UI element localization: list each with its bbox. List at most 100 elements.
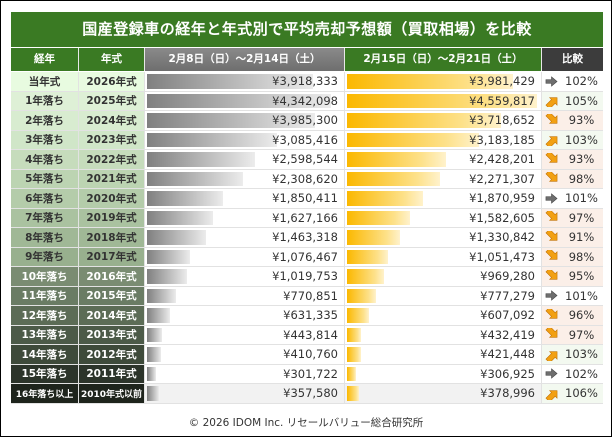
- year-cell: 2024年式: [79, 111, 145, 130]
- compare-cell: 102%: [542, 72, 603, 91]
- age-cell: 3年落ち: [11, 130, 79, 149]
- age-label: 13年落ち: [21, 329, 68, 342]
- table-row: 6年落ち 2020年式 ¥1,850,411 ¥1,870,959 101%: [11, 189, 603, 209]
- year-label: 2011年式: [86, 368, 137, 381]
- header-compare: 比較: [542, 48, 603, 71]
- age-label: 1年落ち: [25, 95, 64, 108]
- year-cell: 2013年式: [79, 325, 145, 344]
- compare-percent: 98%: [568, 249, 595, 264]
- age-label: 10年落ち: [21, 270, 68, 283]
- year-label: 2019年式: [86, 212, 137, 225]
- week1-cell: ¥1,076,467: [145, 247, 345, 266]
- year-label: 2018年式: [86, 231, 137, 244]
- week1-cell: ¥3,985,300: [145, 111, 345, 130]
- week1-cell: ¥770,851: [145, 286, 345, 305]
- week1-value: ¥410,760: [283, 347, 338, 362]
- age-cell: 13年落ち: [11, 325, 79, 344]
- year-cell: 2025年式: [79, 91, 145, 110]
- table-row: 14年落ち 2012年式 ¥410,760 ¥421,448 103%: [11, 345, 603, 365]
- week1-value: ¥1,019,753: [272, 269, 338, 284]
- trend-flat-icon: [545, 367, 558, 380]
- compare-percent: 106%: [565, 386, 598, 401]
- compare-cell: 103%: [542, 345, 603, 364]
- table-body: 当年式 2026年式 ¥3,918,333 ¥3,981,429 102% 1年落ち 202…: [11, 72, 603, 404]
- week1-value: ¥4,342,098: [272, 93, 338, 108]
- year-cell: 2018年式: [79, 228, 145, 247]
- compare-percent: 96%: [568, 308, 595, 323]
- compare-cell: 103%: [542, 130, 603, 149]
- week2-bar: [347, 327, 362, 342]
- week1-value: ¥3,918,333: [272, 74, 338, 89]
- year-label: 2021年式: [86, 173, 137, 186]
- year-cell: 2012年式: [79, 345, 145, 364]
- age-cell: 14年落ち: [11, 345, 79, 364]
- week1-cell: ¥443,814: [145, 325, 345, 344]
- age-cell: 8年落ち: [11, 228, 79, 247]
- table-row: 12年落ち 2014年式 ¥631,335 ¥607,092 96%: [11, 306, 603, 326]
- week1-cell: ¥631,335: [145, 306, 345, 325]
- week1-value: ¥1,850,411: [272, 191, 338, 206]
- week2-bar: [347, 74, 513, 89]
- week2-cell: ¥432,419: [345, 325, 542, 344]
- table-row: 当年式 2026年式 ¥3,918,333 ¥3,981,429 102%: [11, 72, 603, 92]
- week2-value: ¥3,981,429: [469, 74, 535, 89]
- compare-percent: 102%: [565, 366, 598, 381]
- week1-bar: [147, 191, 223, 206]
- year-cell: 2011年式: [79, 364, 145, 383]
- compare-cell: 106%: [542, 384, 603, 403]
- header-week1: 2月8日（日）～2月14日（土）: [145, 48, 345, 71]
- age-cell: 当年式: [11, 72, 79, 91]
- year-label: 2020年式: [86, 192, 137, 205]
- compare-percent: 97%: [568, 210, 595, 225]
- age-cell: 7年落ち: [11, 208, 79, 227]
- week1-value: ¥3,085,416: [272, 132, 338, 147]
- age-label: 14年落ち: [21, 348, 68, 361]
- header-week2: 2月15日（日）～2月21日（土）: [345, 48, 542, 71]
- week2-cell: ¥969,280: [345, 267, 542, 286]
- table-row: 16年落ち以上 2010年式以前 ¥357,580 ¥378,996 106%: [11, 384, 603, 404]
- week2-cell: ¥421,448: [345, 345, 542, 364]
- week2-bar: [347, 366, 357, 381]
- week2-bar: [347, 347, 362, 362]
- week1-cell: ¥1,850,411: [145, 189, 345, 208]
- week1-value: ¥770,851: [283, 288, 338, 303]
- week2-value: ¥432,419: [480, 327, 535, 342]
- compare-cell: 93%: [542, 111, 603, 130]
- compare-percent: 103%: [565, 347, 598, 362]
- age-label: 6年落ち: [25, 192, 64, 205]
- week1-cell: ¥410,760: [145, 345, 345, 364]
- year-label: 2012年式: [86, 348, 137, 361]
- compare-percent: 95%: [568, 269, 595, 284]
- trend-up-icon: [545, 387, 558, 400]
- week2-value: ¥3,718,652: [469, 113, 535, 128]
- age-label: 4年落ち: [25, 153, 64, 166]
- week2-value: ¥1,330,842: [469, 230, 535, 245]
- age-label: 2年落ち: [25, 114, 64, 127]
- week1-value: ¥443,814: [283, 327, 338, 342]
- week2-cell: ¥607,092: [345, 306, 542, 325]
- week2-bar: [347, 230, 400, 245]
- table-row: 3年落ち 2023年式 ¥3,085,416 ¥3,183,185 103%: [11, 130, 603, 150]
- year-label: 2017年式: [86, 251, 137, 264]
- week1-bar: [147, 308, 171, 323]
- compare-cell: 97%: [542, 208, 603, 227]
- week2-value: ¥1,870,959: [469, 191, 535, 206]
- age-label: 9年落ち: [25, 251, 64, 264]
- week2-value: ¥1,582,605: [469, 210, 535, 225]
- week2-value: ¥969,280: [480, 269, 535, 284]
- week2-bar: [347, 171, 440, 186]
- week2-cell: ¥378,996: [345, 384, 542, 403]
- table-row: 15年落ち 2011年式 ¥301,722 ¥306,925 102%: [11, 364, 603, 384]
- age-label: 5年落ち: [25, 173, 64, 186]
- week1-cell: ¥2,598,544: [145, 150, 345, 169]
- compare-cell: 98%: [542, 169, 603, 188]
- trend-up-icon: [545, 94, 558, 108]
- week1-cell: ¥1,019,753: [145, 267, 345, 286]
- trend-down-icon: [545, 308, 558, 322]
- week1-cell: ¥1,627,166: [145, 208, 345, 227]
- year-label: 2023年式: [86, 134, 137, 147]
- week2-cell: ¥2,271,307: [345, 169, 542, 188]
- week2-value: ¥2,428,201: [469, 152, 535, 167]
- year-label: 2010年式以前: [80, 389, 143, 400]
- compare-percent: 103%: [565, 132, 598, 147]
